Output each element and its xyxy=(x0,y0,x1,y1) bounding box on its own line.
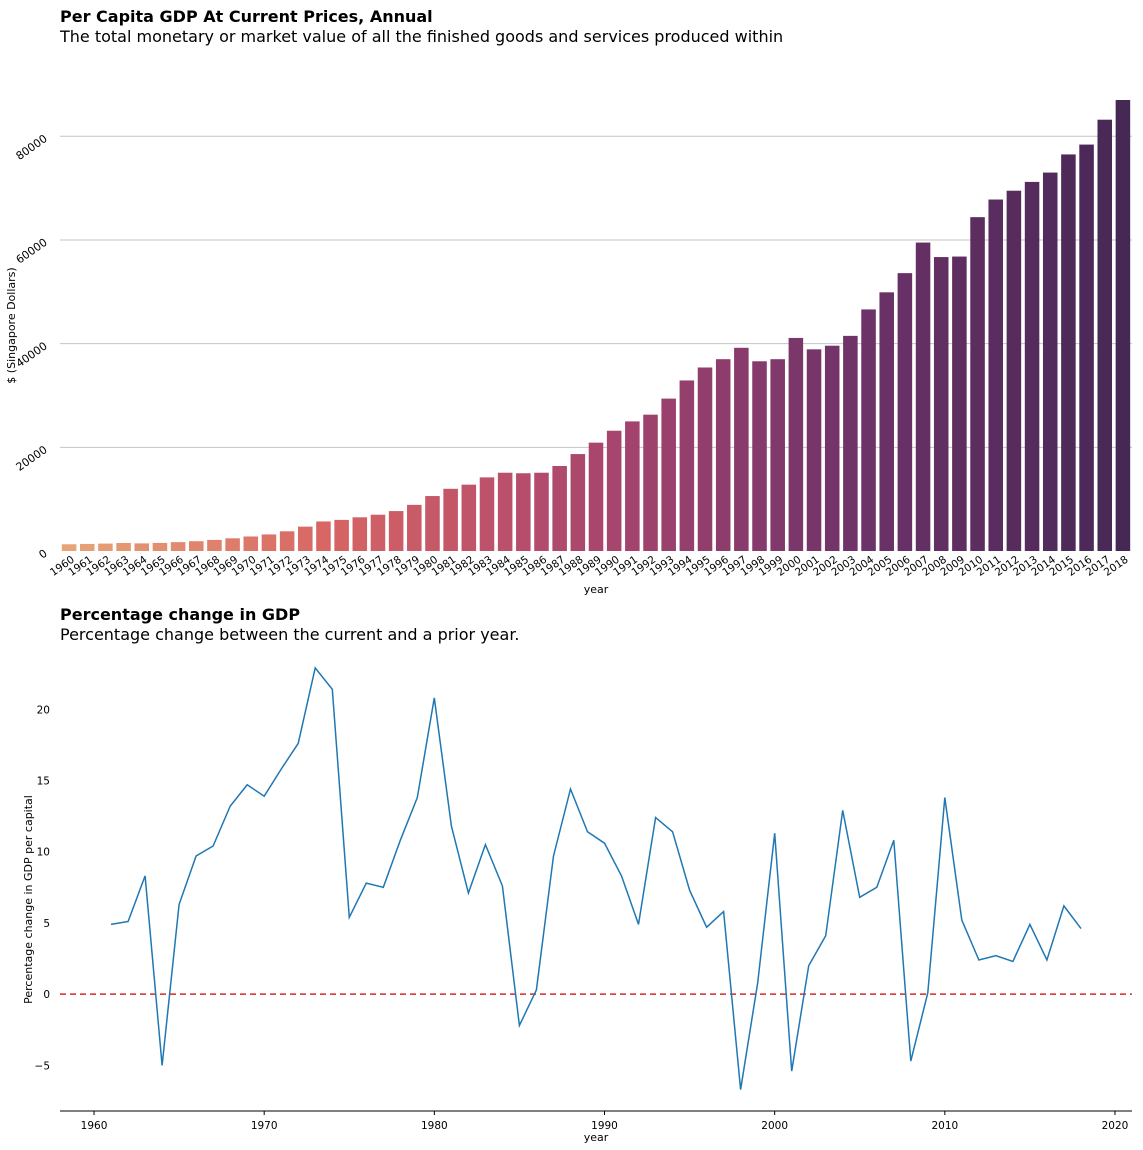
bar-1990 xyxy=(606,430,622,551)
line-chart-subtitle: Percentage change between the current an… xyxy=(60,625,520,644)
y-tick-label: 15 xyxy=(37,775,50,787)
y-tick-label: 10 xyxy=(37,847,50,859)
bar-1994 xyxy=(679,380,695,551)
x-tick-label: 1970 xyxy=(251,1120,278,1132)
bar-1972 xyxy=(279,531,295,551)
bar-2013 xyxy=(1024,181,1040,551)
bar-2016 xyxy=(1079,144,1094,551)
bar-2011 xyxy=(988,199,1003,551)
x-tick-label: 1980 xyxy=(421,1120,448,1132)
bar-2012 xyxy=(1006,190,1022,551)
y-tick-label: 80000 xyxy=(14,132,50,163)
bar-1970 xyxy=(243,536,259,551)
bar-1974 xyxy=(316,521,331,551)
bar-2006 xyxy=(897,273,913,551)
bar-2007 xyxy=(915,242,931,551)
x-axis-label: year xyxy=(584,1131,609,1144)
x-tick-label: 2010 xyxy=(931,1120,958,1132)
bar-2017 xyxy=(1097,119,1113,551)
bar-1964 xyxy=(134,543,150,551)
y-axis-label: $ (Singapore Dollars) xyxy=(5,267,18,383)
bar-1986 xyxy=(534,472,549,551)
bar-2003 xyxy=(843,335,858,551)
bar-1980 xyxy=(425,496,440,551)
bar-1997 xyxy=(734,347,749,551)
y-tick-label: 60000 xyxy=(14,236,50,267)
bar-1989 xyxy=(588,442,604,551)
bar-1991 xyxy=(625,421,640,551)
bar-1976 xyxy=(352,517,368,551)
bar-1999 xyxy=(770,359,785,551)
bar-1993 xyxy=(661,398,676,551)
bar-1968 xyxy=(207,539,222,551)
bar-2008 xyxy=(933,257,949,551)
y-tick-label: 40000 xyxy=(14,339,50,370)
bar-2001 xyxy=(806,349,822,551)
y-tick-label: 20 xyxy=(37,704,50,716)
bar-1978 xyxy=(388,511,404,551)
bar-1992 xyxy=(643,414,658,551)
bar-1965 xyxy=(152,542,168,551)
bar-2004 xyxy=(861,309,876,551)
bar-1981 xyxy=(443,488,458,551)
bar-2018 xyxy=(1115,100,1131,551)
x-axis-label: year xyxy=(584,583,609,596)
bar-1973 xyxy=(298,526,313,551)
x-tick-label: 1990 xyxy=(591,1120,618,1132)
bar-2010 xyxy=(970,217,985,552)
y-tick-label: −5 xyxy=(35,1060,50,1072)
bar-chart-title: Per Capita GDP At Current Prices, Annual xyxy=(60,7,433,26)
bar-1961 xyxy=(79,543,95,551)
gdp-percentage-change-line-chart: 1960 1970 1980 1990 2000 2010 2020 −5 0 5 10 15 20 ye… xyxy=(22,666,1132,1144)
bar-1975 xyxy=(334,519,349,551)
bar-2002 xyxy=(824,345,840,551)
bar-1967 xyxy=(189,541,204,551)
bar-1977 xyxy=(370,514,386,551)
bar-2014 xyxy=(1042,172,1058,551)
bar-1966 xyxy=(170,542,186,551)
y-tick-label: 0 xyxy=(43,989,50,1001)
x-tick-label: 2020 xyxy=(1102,1120,1129,1132)
bar-2015 xyxy=(1061,154,1076,551)
bar-1963 xyxy=(116,542,131,551)
series-line xyxy=(110,666,1082,1090)
bar-1983 xyxy=(479,477,495,551)
gdp-per-capita-bar-chart: 0200004000060000800001960196119621963196… xyxy=(5,100,1132,596)
bar-2005 xyxy=(879,292,894,551)
bar-1979 xyxy=(407,504,422,551)
bar-1996 xyxy=(715,359,731,551)
bar-1984 xyxy=(497,472,513,551)
bar-1987 xyxy=(552,465,567,551)
bar-2009 xyxy=(952,256,967,551)
bar-1998 xyxy=(752,361,767,551)
bar-1982 xyxy=(461,484,477,551)
y-axis-label: Percentage change in GDP per capital xyxy=(22,795,35,1004)
y-tick-label: 20000 xyxy=(14,443,50,474)
line-chart-title: Percentage change in GDP xyxy=(60,605,301,624)
bar-1985 xyxy=(516,473,531,551)
x-tick-label: 2000 xyxy=(761,1120,788,1132)
bar-1988 xyxy=(570,454,586,551)
bar-1960 xyxy=(61,544,77,551)
y-tick-label: 0 xyxy=(37,547,50,562)
bar-1971 xyxy=(261,534,277,551)
bar-chart-subtitle: The total monetary or market value of al… xyxy=(60,27,784,46)
bar-2000 xyxy=(788,337,804,551)
x-tick-label: 1960 xyxy=(81,1120,108,1132)
bar-1962 xyxy=(98,543,113,551)
bar-1969 xyxy=(225,538,240,551)
bar-1995 xyxy=(697,367,713,551)
y-tick-label: 5 xyxy=(43,918,50,930)
